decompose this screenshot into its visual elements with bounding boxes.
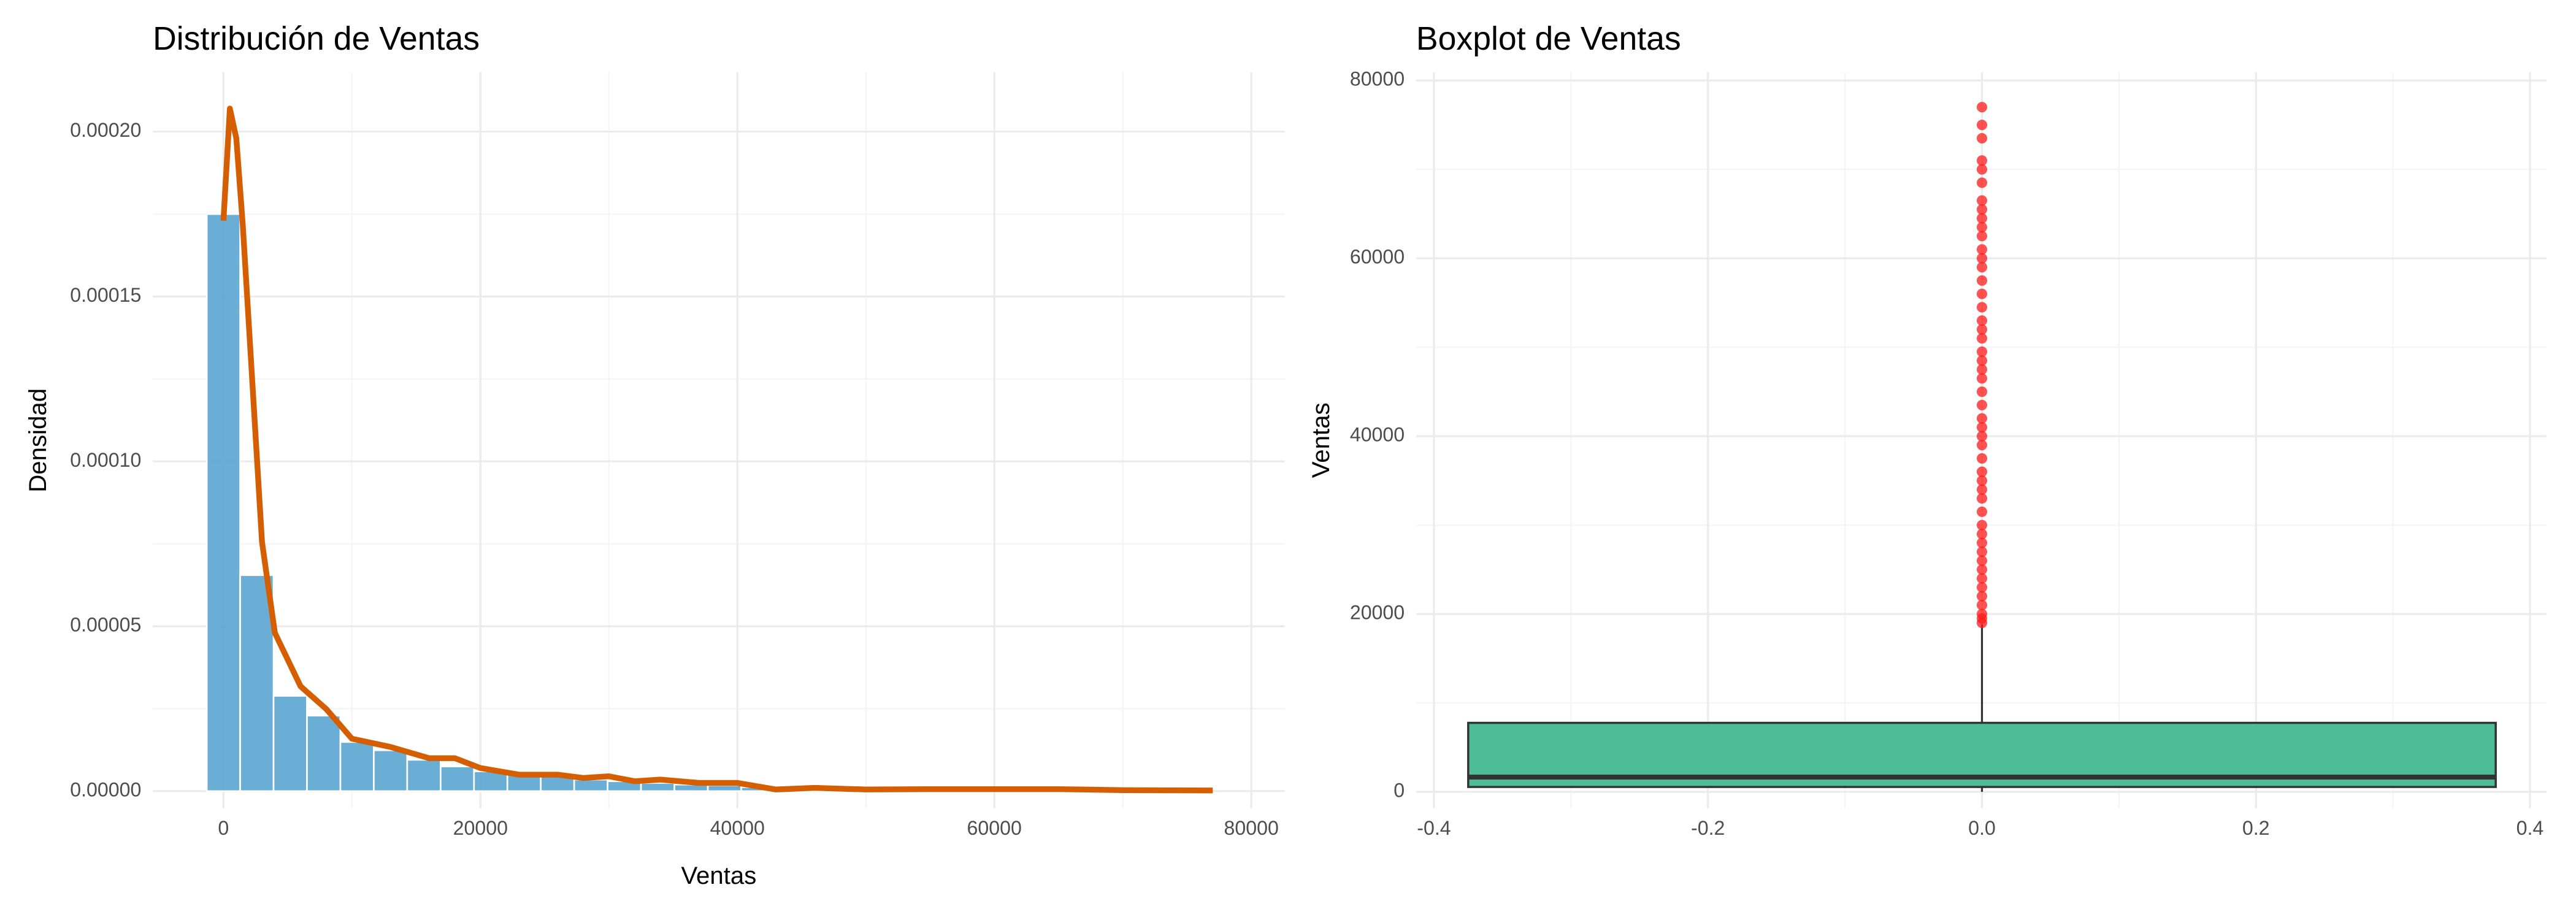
outlier xyxy=(1976,364,1988,375)
y-axis-label: Ventas xyxy=(1307,402,1335,478)
x-tick-label: 0.2 xyxy=(2242,817,2270,839)
histogram-bar xyxy=(640,782,675,792)
outlier xyxy=(1976,475,1988,486)
outlier xyxy=(1976,275,1988,286)
histogram-bar xyxy=(573,778,609,792)
outlier xyxy=(1976,204,1988,215)
outlier xyxy=(1976,529,1988,540)
outlier xyxy=(1976,537,1988,548)
outlier xyxy=(1976,422,1988,433)
y-tick-label: 0.00000 xyxy=(70,778,141,800)
outlier xyxy=(1976,519,1988,531)
outlier xyxy=(1976,346,1988,358)
outlier xyxy=(1976,288,1988,299)
y-tick-label: 40000 xyxy=(1350,424,1405,446)
outlier xyxy=(1976,262,1988,273)
histogram-bar xyxy=(440,765,475,792)
outlier xyxy=(1976,213,1988,224)
outlier xyxy=(1976,324,1988,335)
outlier xyxy=(1976,591,1988,602)
histogram-bar xyxy=(306,715,342,792)
histogram-bar xyxy=(272,695,308,792)
outlier xyxy=(1976,253,1988,264)
y-tick-label: 20000 xyxy=(1350,602,1405,624)
y-tick-label: 0.00005 xyxy=(70,614,141,636)
outlier xyxy=(1976,155,1988,166)
chart-title: Boxplot de Ventas xyxy=(1416,21,1681,57)
x-tick-label: 0 xyxy=(218,817,229,839)
y-tick-label: 0.00020 xyxy=(70,119,141,141)
outlier xyxy=(1976,431,1988,442)
outlier xyxy=(1976,555,1988,566)
density-line xyxy=(220,105,1213,794)
outlier xyxy=(1976,177,1988,188)
y-axis-label: Densidad xyxy=(24,388,52,493)
chart-title: Distribución de Ventas xyxy=(153,21,480,57)
outlier xyxy=(1976,453,1988,464)
outlier xyxy=(1976,399,1988,410)
histogram-bar xyxy=(373,749,408,792)
outlier xyxy=(1976,355,1988,366)
outlier xyxy=(1976,600,1988,611)
y-tick-label: 0.00010 xyxy=(70,449,141,471)
outlier xyxy=(1976,132,1988,144)
x-tick-label: 20000 xyxy=(453,817,508,839)
histogram-bar xyxy=(707,784,742,792)
outlier xyxy=(1976,440,1988,451)
histogram-bar xyxy=(205,213,241,792)
outlier xyxy=(1976,231,1988,242)
x-tick-label: 40000 xyxy=(710,817,765,839)
outlier xyxy=(1976,506,1988,517)
y-tick-label: 0.00015 xyxy=(70,284,141,306)
y-tick-label: 80000 xyxy=(1350,68,1405,90)
outlier xyxy=(1976,102,1988,113)
x-tick-label: 80000 xyxy=(1224,817,1279,839)
histogram-bar xyxy=(406,759,442,792)
outlier xyxy=(1976,333,1988,344)
outlier xyxy=(1976,413,1988,424)
x-tick-label: -0.4 xyxy=(1417,817,1451,839)
outlier xyxy=(1976,608,1988,619)
outlier xyxy=(1976,195,1988,206)
x-tick-label: 60000 xyxy=(967,817,1022,839)
outlier xyxy=(1976,221,1988,233)
outlier xyxy=(1976,373,1988,384)
x-tick-label: -0.2 xyxy=(1691,817,1725,839)
y-tick-label: 60000 xyxy=(1350,246,1405,268)
outlier xyxy=(1976,484,1988,495)
outlier xyxy=(1976,466,1988,477)
histogram-bar xyxy=(239,574,275,792)
outlier xyxy=(1976,244,1988,255)
outlier xyxy=(1976,386,1988,397)
outlier xyxy=(1976,493,1988,504)
x-tick-label: 0.4 xyxy=(2517,817,2544,839)
histogram-bar xyxy=(339,741,375,792)
outlier xyxy=(1976,573,1988,584)
outlier xyxy=(1976,120,1988,131)
outlier xyxy=(1976,582,1988,593)
outlier xyxy=(1976,546,1988,558)
outlier xyxy=(1976,302,1988,313)
x-axis-label: Ventas xyxy=(681,862,756,889)
x-tick-label: 0.0 xyxy=(1968,817,1996,839)
outlier xyxy=(1976,164,1988,175)
y-tick-label: 0 xyxy=(1393,780,1405,802)
outlier xyxy=(1976,564,1988,575)
outlier xyxy=(1976,315,1988,326)
